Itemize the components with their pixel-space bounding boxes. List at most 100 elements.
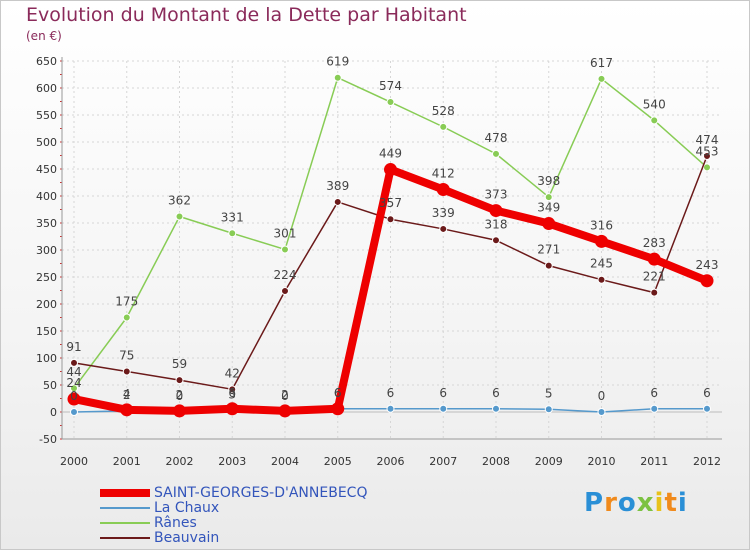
- data-label: 540: [643, 97, 666, 111]
- x-tick-label: 2003: [218, 455, 246, 468]
- x-tick-label: 2011: [640, 455, 668, 468]
- data-point: [333, 197, 342, 206]
- data-label: 6: [228, 386, 236, 400]
- data-label: 412: [432, 167, 455, 181]
- data-point: [544, 261, 553, 270]
- data-point: [544, 405, 553, 414]
- data-point: [597, 408, 606, 416]
- data-label: 339: [432, 206, 455, 220]
- y-tick-label: 600: [36, 82, 57, 95]
- logo-letter: i: [677, 488, 688, 518]
- data-label: 6: [439, 386, 447, 400]
- chart-title: Evolution du Montant de la Dette par Hab…: [26, 4, 467, 26]
- data-label: 2: [123, 388, 131, 402]
- data-label: 59: [172, 357, 187, 371]
- data-point: [492, 149, 500, 158]
- data-label: 398: [537, 174, 560, 188]
- data-point: [386, 404, 395, 413]
- data-point: [492, 404, 500, 413]
- data-label: 6: [703, 386, 711, 400]
- data-label: 2: [281, 388, 289, 402]
- legend-label-beauvain: Beauvain: [154, 530, 220, 546]
- data-label: 0: [598, 389, 606, 403]
- y-tick-label: 150: [36, 325, 57, 338]
- data-point: [122, 367, 131, 376]
- data-point: [650, 404, 659, 413]
- x-tick-label: 2000: [60, 455, 88, 468]
- data-label: 474: [696, 133, 719, 147]
- data-point: [700, 274, 714, 288]
- x-tick-label: 2005: [324, 455, 352, 468]
- data-point: [281, 245, 289, 254]
- data-point: [436, 183, 450, 197]
- logo-letter: r: [604, 488, 618, 518]
- data-point: [70, 358, 78, 367]
- data-label: 6: [650, 386, 658, 400]
- series-2: [70, 73, 711, 393]
- data-point: [122, 313, 131, 322]
- data-label: 243: [696, 258, 719, 272]
- data-label: 318: [485, 217, 508, 231]
- legend-swatch-saint-georges: [100, 489, 150, 497]
- y-tick-label: 650: [36, 55, 57, 68]
- data-label: 224: [274, 268, 297, 282]
- data-label: 0: [176, 389, 184, 403]
- series-0: [67, 163, 714, 418]
- y-tick-label: 450: [36, 163, 57, 176]
- data-point: [175, 212, 184, 221]
- data-label: 389: [326, 179, 349, 193]
- data-point: [228, 385, 237, 394]
- data-point: [278, 404, 292, 418]
- logo-letter: x: [636, 488, 655, 518]
- x-tick-label: 2007: [429, 455, 457, 468]
- data-point: [384, 163, 397, 177]
- logo-letter: P: [584, 488, 605, 518]
- data-label: 3: [228, 387, 236, 401]
- data-point: [542, 217, 556, 231]
- data-label: 0: [70, 389, 78, 403]
- data-label: 453: [696, 144, 719, 158]
- x-tick-label: 2006: [377, 455, 405, 468]
- data-label: 617: [590, 56, 613, 70]
- data-label: 245: [590, 257, 613, 271]
- legend-swatch-beauvain: [100, 537, 150, 539]
- data-label: 75: [119, 349, 134, 363]
- y-tick-label: 250: [36, 271, 57, 284]
- data-label: 6: [387, 386, 395, 400]
- y-tick-label: -50: [39, 433, 57, 446]
- data-label: 373: [485, 188, 508, 202]
- data-point: [67, 392, 81, 406]
- x-tick-label: 2004: [271, 455, 299, 468]
- data-label: 362: [168, 194, 191, 208]
- data-point: [439, 404, 448, 413]
- legend-swatch-ranes: [100, 522, 150, 524]
- legend-swatch-la-chaux: [100, 507, 150, 509]
- x-tick-label: 2008: [482, 455, 510, 468]
- data-label: 6: [334, 386, 342, 400]
- data-point: [703, 152, 711, 161]
- data-label: 283: [643, 236, 666, 250]
- y-tick-label: 50: [43, 379, 57, 392]
- logo-letter: o: [617, 488, 637, 518]
- data-point: [595, 234, 608, 248]
- y-tick-label: 400: [36, 190, 57, 203]
- data-point: [281, 287, 289, 296]
- data-label: 6: [492, 386, 500, 400]
- x-tick-label: 2001: [113, 455, 141, 468]
- data-label: 349: [537, 201, 560, 215]
- data-point: [120, 403, 134, 417]
- data-label: 4: [123, 387, 131, 401]
- x-tick-label: 2010: [588, 455, 616, 468]
- data-label: 2: [176, 388, 184, 402]
- data-point: [650, 288, 659, 297]
- data-point: [175, 376, 184, 385]
- proxiti-logo: Proxiti: [584, 488, 688, 518]
- data-point: [439, 224, 448, 233]
- data-label: 221: [643, 270, 666, 284]
- data-label: 6: [334, 386, 342, 400]
- data-label: 478: [485, 131, 508, 145]
- data-label: 449: [379, 147, 402, 161]
- data-point: [647, 252, 661, 266]
